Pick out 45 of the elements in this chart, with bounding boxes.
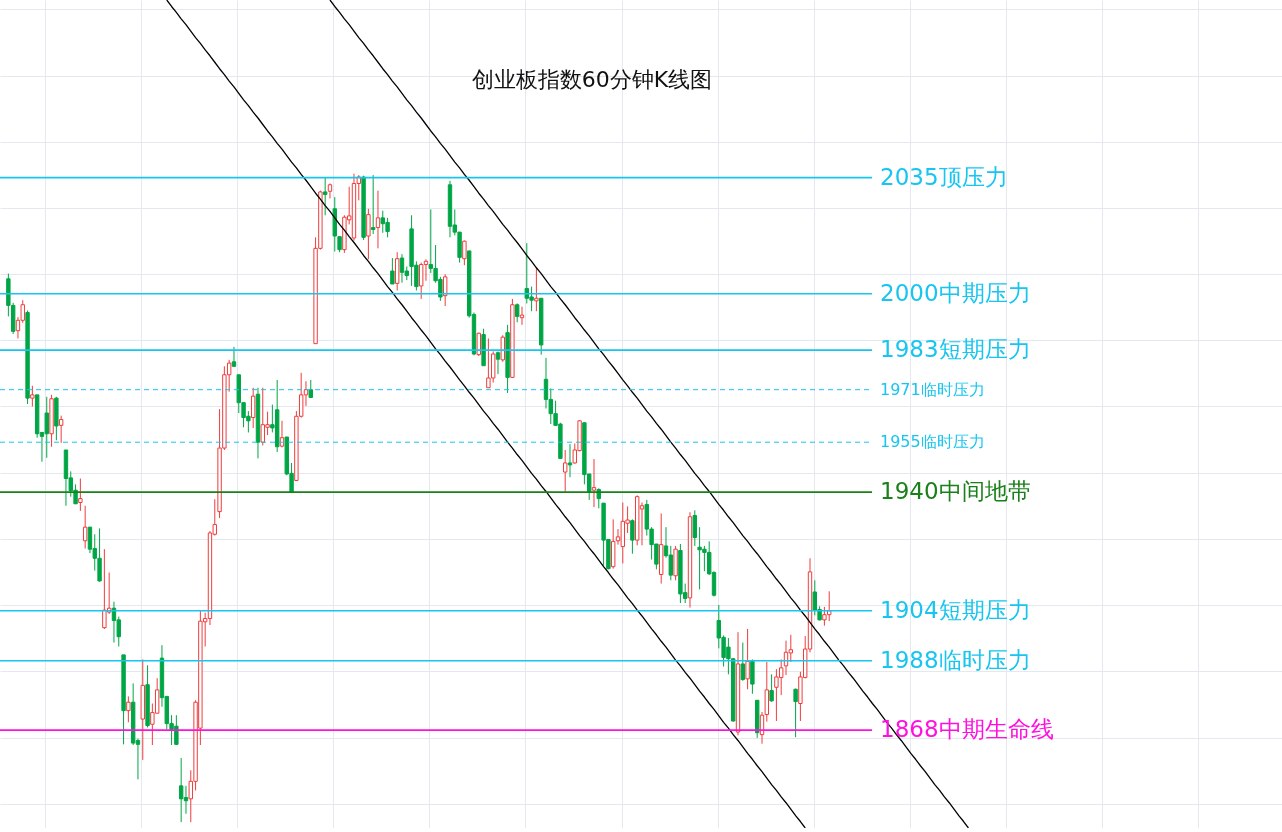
- candlestick: [370, 174, 376, 235]
- candlestick: [495, 350, 501, 375]
- candlestick: [231, 346, 237, 367]
- candlestick: [740, 642, 745, 682]
- candlestick: [769, 673, 774, 703]
- candlestick: [82, 505, 88, 550]
- candlestick: [390, 257, 395, 285]
- candlestick: [534, 267, 539, 312]
- candlestick: [78, 478, 83, 512]
- candlestick: [514, 302, 520, 323]
- candlestick: [519, 306, 525, 326]
- candlestick: [750, 658, 755, 695]
- ref-line-label: 1955临时压力: [880, 432, 985, 452]
- candlestick: [442, 273, 448, 307]
- ref-line-label: 1940中间地带: [880, 478, 1031, 505]
- candlestick: [279, 420, 285, 448]
- candlestick: [375, 190, 381, 249]
- candlestick: [567, 443, 573, 478]
- candlestick: [178, 757, 184, 823]
- candlestick: [322, 176, 328, 216]
- ref-line-label: 2000中期压力: [880, 279, 1031, 306]
- candlestick: [30, 385, 35, 408]
- candlestick: [500, 334, 505, 363]
- candlestick: [591, 458, 597, 508]
- ref-line-label: 1904短期压力: [880, 596, 1031, 623]
- ref-line-label: 1971临时压力: [880, 379, 985, 399]
- candlestick: [562, 449, 568, 492]
- candlestick: [490, 350, 496, 384]
- ref-line-label: 1988临时压力: [880, 646, 1031, 673]
- ref-line-label: 2035顶压力: [880, 163, 1008, 190]
- candlestick: [793, 688, 798, 738]
- candlestick: [126, 695, 131, 723]
- ref-line-label: 1983短期压力: [880, 336, 1031, 363]
- candlestick: [418, 262, 424, 300]
- candlestick: [366, 208, 371, 260]
- candlestick: [327, 183, 333, 199]
- candlestick: [250, 387, 256, 429]
- candlestick: [745, 628, 750, 690]
- candlestick: [399, 253, 405, 284]
- candlestick: [462, 240, 467, 266]
- candlestick: [44, 396, 49, 459]
- chart-title: 创业板指数60分钟K线图: [471, 67, 713, 92]
- candlestick: [58, 415, 64, 444]
- candlestick: [630, 518, 635, 555]
- candlestick: [692, 509, 697, 547]
